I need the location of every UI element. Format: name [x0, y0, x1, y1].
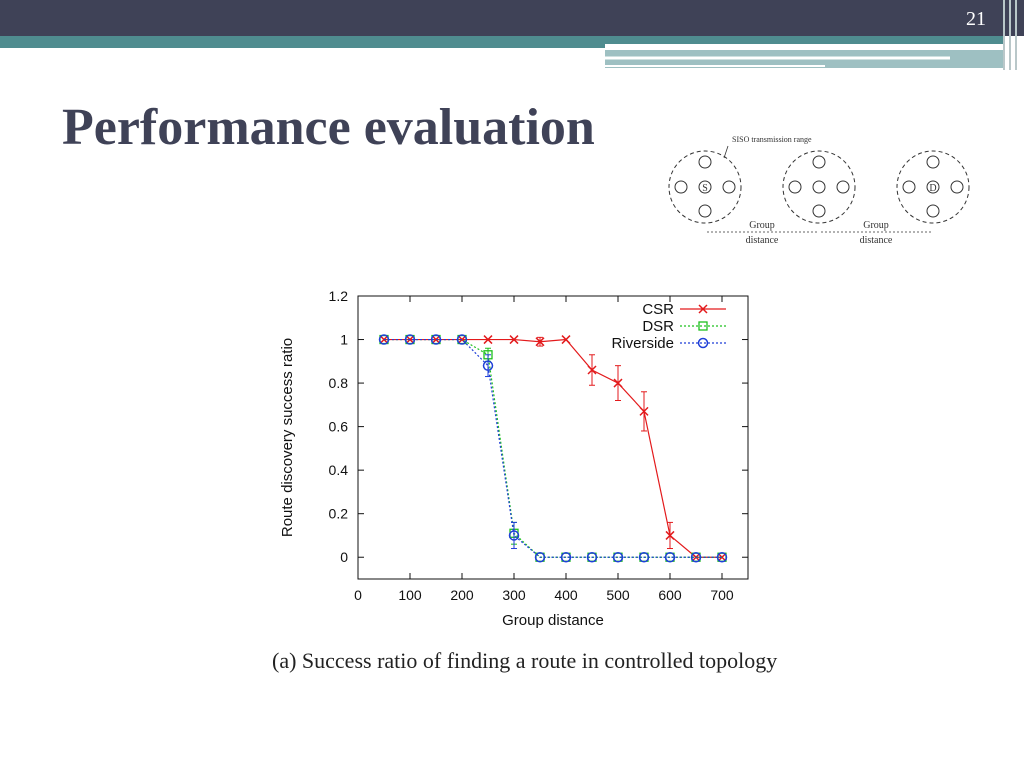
data-point-csr — [483, 335, 493, 345]
series-line-dsr — [384, 338, 722, 558]
data-point-csr — [613, 378, 623, 388]
legend-label-dsr: DSR — [642, 318, 674, 335]
x-tick-label: 600 — [658, 587, 682, 603]
x-tick-label: 300 — [502, 587, 526, 603]
data-point-csr — [509, 335, 519, 345]
node — [902, 180, 916, 194]
header-decoration — [605, 0, 1017, 70]
range-pointer — [723, 145, 729, 159]
node — [722, 180, 736, 194]
topology-diagram: SISO transmission range S D Group distan… — [668, 135, 970, 246]
node — [926, 155, 940, 169]
success-ratio-chart: 0 100 200 300 400 500 600 700 0 0.2 0.4 0.6 0.8 1 1.2 C… — [279, 288, 749, 629]
x-tick-label: 0 — [354, 587, 362, 603]
legend-marker-dsr — [698, 321, 708, 331]
y-tick-label: 1.2 — [329, 288, 349, 304]
header-bar — [0, 0, 1024, 36]
data-point-csr — [561, 335, 571, 345]
data-point-riverside — [430, 334, 442, 345]
x-tick-label: 700 — [710, 587, 734, 603]
legend-label-riverside: Riverside — [611, 335, 674, 352]
plot-area: 0 100 200 300 400 500 600 700 0 0.2 0.4 0.6 0.8 1 1.2 C… — [329, 288, 749, 603]
series-line-csr — [384, 338, 722, 558]
distance-label-2-line-1: Group — [863, 220, 889, 231]
destination-label: D — [929, 183, 936, 194]
data-point-riverside — [690, 551, 702, 563]
node — [926, 204, 940, 218]
data-point-riverside — [638, 551, 650, 563]
y-tick-label: 0.2 — [329, 506, 349, 522]
x-tick-label: 500 — [606, 587, 630, 603]
slide-title: Performance evaluation — [62, 99, 595, 156]
group-range-circle — [668, 150, 742, 224]
figure-caption: (a) Success ratio of finding a route in … — [272, 648, 778, 673]
group-range-circle — [896, 150, 970, 224]
data-point-riverside — [456, 334, 468, 345]
range-label: SISO transmission range — [732, 135, 812, 144]
distance-label-1-line-2: distance — [746, 235, 779, 246]
data-point-riverside — [508, 530, 520, 541]
node — [950, 180, 964, 194]
series-line-riverside — [384, 338, 722, 558]
x-tick-label: 400 — [554, 587, 578, 603]
y-tick-label: 0 — [340, 549, 348, 565]
data-point-riverside — [586, 551, 598, 563]
distance-label-1-line-1: Group — [749, 220, 775, 231]
slide-number: 21 — [966, 8, 986, 30]
y-tick-label: 0.6 — [329, 419, 349, 435]
node — [812, 180, 826, 194]
source-label: S — [702, 183, 708, 194]
y-tick-label: 1 — [340, 332, 348, 348]
data-point-csr — [587, 365, 597, 375]
legend-marker-riverside — [697, 337, 709, 349]
y-tick-label: 0.8 — [329, 375, 349, 391]
data-point-riverside — [534, 551, 546, 563]
node — [698, 204, 712, 218]
distance-label-2-line-2: distance — [860, 235, 893, 246]
data-point-csr — [665, 530, 675, 540]
y-tick-label: 0.4 — [329, 462, 349, 478]
node — [788, 180, 802, 194]
data-point-riverside — [378, 334, 390, 345]
data-point-riverside — [612, 551, 624, 563]
node — [674, 180, 688, 194]
node — [812, 155, 826, 169]
x-tick-label: 100 — [398, 587, 422, 603]
data-point-riverside — [560, 551, 572, 563]
data-point-riverside — [482, 360, 494, 371]
node — [812, 204, 826, 218]
data-point-riverside — [716, 551, 728, 563]
node — [698, 155, 712, 169]
x-tick-label: 200 — [450, 587, 474, 603]
plot-frame — [357, 295, 749, 580]
y-axis-label: Route discovery success ratio — [279, 338, 296, 537]
data-point-csr — [535, 337, 545, 347]
group-range-circle — [782, 150, 856, 224]
data-point-riverside — [404, 334, 416, 345]
legend-label-csr: CSR — [642, 301, 674, 318]
data-point-csr — [639, 406, 649, 416]
x-axis-label: Group distance — [502, 612, 604, 629]
data-point-riverside — [664, 551, 676, 563]
node — [836, 180, 850, 194]
source-node — [698, 180, 712, 194]
legend-marker-csr — [698, 304, 708, 314]
destination-node — [926, 180, 940, 194]
